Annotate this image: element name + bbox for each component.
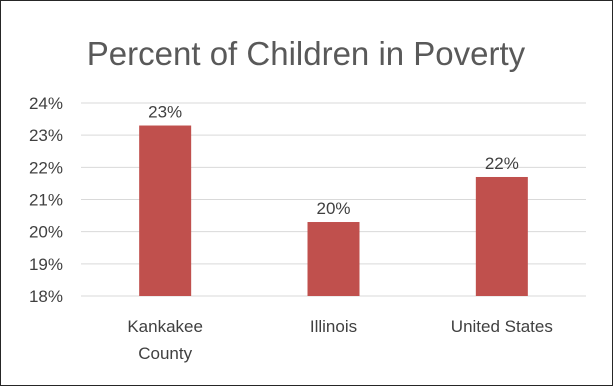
chart-title: Percent of Children in Poverty bbox=[87, 35, 526, 72]
x-category-label: Kankakee bbox=[127, 317, 203, 336]
bar bbox=[307, 222, 360, 296]
data-label: 20% bbox=[316, 199, 350, 218]
y-tick-label: 19% bbox=[29, 255, 63, 274]
y-axis-ticks: 18% 19% 20% 21% 22% 23% 24% bbox=[29, 94, 63, 306]
bar bbox=[475, 176, 528, 296]
y-tick-label: 20% bbox=[29, 223, 63, 242]
bar-series bbox=[139, 125, 528, 297]
y-tick-label: 22% bbox=[29, 158, 63, 177]
x-category-label: County bbox=[138, 344, 192, 363]
data-labels: 23% 20% 22% bbox=[148, 103, 519, 218]
y-tick-label: 18% bbox=[29, 287, 63, 306]
x-axis-categories: Kankakee County Illinois United States bbox=[127, 317, 553, 363]
data-label: 22% bbox=[485, 154, 519, 173]
x-category-label: Illinois bbox=[310, 317, 357, 336]
x-category-label: United States bbox=[451, 317, 553, 336]
bar bbox=[139, 125, 192, 297]
y-tick-label: 23% bbox=[29, 126, 63, 145]
y-tick-label: 24% bbox=[29, 94, 63, 113]
data-label: 23% bbox=[148, 103, 182, 122]
y-tick-label: 21% bbox=[29, 191, 63, 210]
